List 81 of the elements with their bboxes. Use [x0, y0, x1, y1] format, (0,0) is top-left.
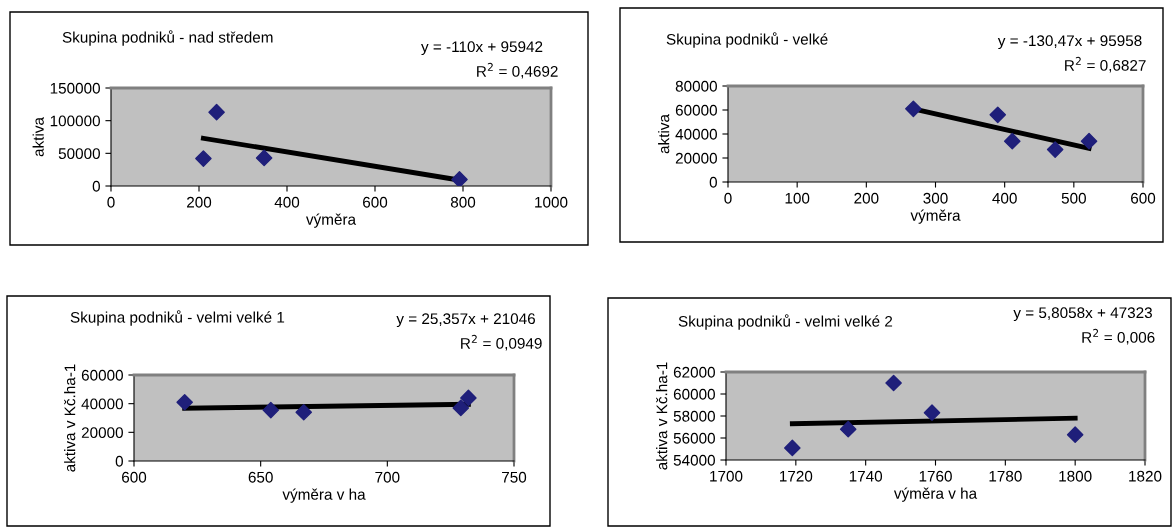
x-tick-label: 750 [502, 471, 527, 483]
x-tick-label: 1780 [989, 470, 1022, 482]
x-tick-label: 600 [122, 471, 147, 483]
x-tick-label: 100 [785, 192, 810, 204]
x-axis-title: výměra v ha [282, 488, 366, 503]
point [1066, 426, 1084, 444]
x-tick-label: 1800 [1059, 470, 1092, 482]
text: R$^{2}$ = 0,4692 [477, 62, 558, 79]
point [262, 401, 280, 419]
text: y = -110x + 95942 [421, 41, 543, 56]
y-tick-label: 20000 [81, 427, 123, 439]
y-tick-label: 80000 [675, 80, 717, 92]
x-tick-label: 200 [187, 196, 212, 208]
y-tick-label: 40000 [675, 128, 717, 140]
y-axis-title: aktiva v Kč.ha-1 [64, 364, 76, 472]
chart-title: Skupina podniků - velké [666, 32, 828, 48]
point [208, 103, 225, 121]
x-tick-label: 400 [992, 192, 1017, 204]
y-tick-label: 40000 [81, 398, 123, 410]
x-tick-label: 1700 [710, 470, 743, 482]
text: R$^{2}$ = 0,006 [1082, 328, 1155, 345]
y-tick-label: 58000 [673, 410, 715, 422]
text: y = 25,357x + 21046 [396, 313, 535, 328]
y-tick-label: 56000 [673, 432, 715, 444]
chart-title: Skupina podniků - velmi velké 1 [70, 310, 285, 326]
point [885, 374, 902, 392]
point [195, 150, 212, 167]
point [452, 399, 470, 417]
x-tick-label: 700 [375, 471, 400, 483]
x-axis-title: výměra v ha [893, 487, 978, 502]
text: R$^{2}$ = 0,6827 [1065, 56, 1146, 73]
point [255, 149, 273, 167]
x-tick-label: 1820 [1129, 470, 1162, 482]
x-tick-label: 400 [274, 196, 300, 208]
point [923, 404, 941, 422]
y-tick-label: 100000 [50, 115, 100, 127]
y-tick-label: 60000 [673, 388, 715, 400]
point [451, 171, 468, 186]
y-tick-label: 54000 [673, 454, 715, 466]
x-tick-label: 0 [107, 196, 115, 208]
y-axis-title: aktiva v Kč.ha-1 [656, 362, 668, 470]
x-tick-label: 1720 [780, 470, 813, 482]
chart-title: Skupina podniků - nad středem [62, 30, 273, 46]
x-tick-label: 0 [724, 192, 732, 204]
x-tick-label: 600 [1131, 192, 1156, 204]
point [905, 100, 922, 118]
text: R$^{2}$ = 0,0949 [461, 334, 542, 351]
y-tick-label: 150000 [50, 82, 100, 94]
point [176, 393, 193, 411]
y-tick-label: 0 [115, 455, 123, 467]
x-tick-label: 500 [1061, 192, 1086, 204]
text: y = -130,47x + 95958 [997, 35, 1142, 50]
y-axis-title: aktiva [658, 114, 670, 154]
y-tick-label: 20000 [675, 152, 717, 164]
x-tick-label: 1000 [535, 196, 568, 208]
text: y = 5,8058x + 47323 [1013, 307, 1152, 322]
y-tick-label: 62000 [673, 366, 715, 378]
x-tick-label: 1760 [919, 470, 952, 482]
x-tick-label: 650 [248, 471, 273, 483]
point [989, 106, 1007, 124]
point [1046, 141, 1064, 158]
x-tick-label: 800 [450, 196, 476, 208]
point [784, 439, 801, 457]
y-tick-label: 60000 [675, 104, 717, 116]
y-axis-title: aktiva [32, 117, 44, 157]
x-axis-title: výměra [306, 213, 357, 228]
point [1080, 132, 1098, 150]
point [1003, 132, 1021, 150]
y-tick-label: 0 [92, 180, 100, 192]
x-axis-title: výměra [910, 209, 961, 224]
point [295, 403, 313, 421]
point [839, 420, 857, 438]
y-tick-label: 50000 [58, 148, 100, 160]
x-tick-label: 1740 [849, 470, 883, 482]
chart-title: Skupina podniků - velmi velké 2 [678, 314, 893, 330]
y-tick-label: 60000 [81, 369, 123, 381]
point [460, 389, 477, 407]
x-tick-label: 300 [923, 192, 948, 204]
x-tick-label: 600 [363, 196, 388, 208]
x-tick-label: 200 [854, 192, 879, 204]
y-tick-label: 0 [709, 176, 717, 188]
